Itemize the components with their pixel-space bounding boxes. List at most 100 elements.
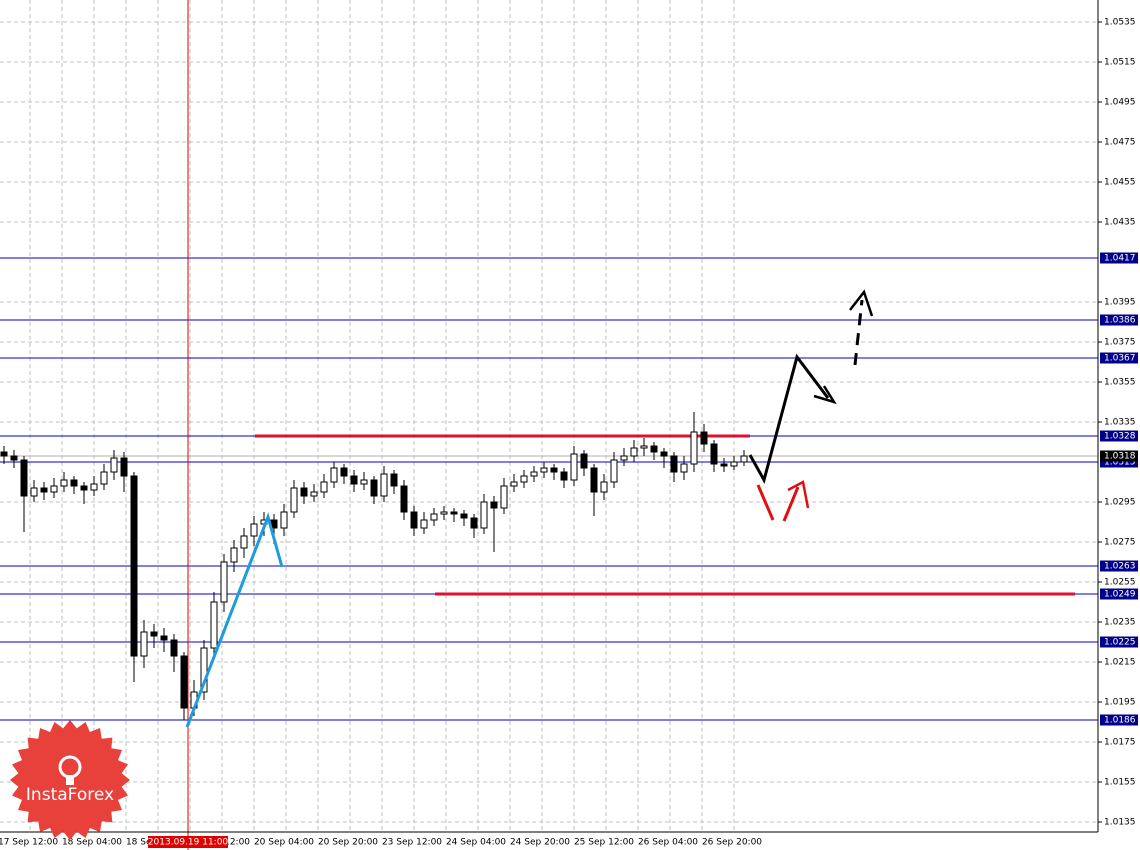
black-path	[748, 353, 830, 484]
candle-body	[210, 601, 218, 649]
level-label: 1.0386	[1104, 316, 1136, 326]
candle-body	[420, 519, 428, 529]
candle-body	[130, 475, 138, 657]
candle-body	[350, 475, 358, 485]
candle-body	[340, 467, 348, 477]
current-price-label: 1.0318	[1104, 452, 1136, 462]
x-tick-label: 20 Sep 20:00	[318, 838, 378, 848]
candle-body	[200, 647, 208, 693]
x-tick-label: 18 Sep 04:00	[62, 838, 122, 848]
level-label: 1.0315	[1104, 458, 1136, 468]
level-label-box	[1100, 352, 1138, 364]
y-tick-label: 1.0235	[1104, 618, 1136, 628]
level-label-box	[1100, 456, 1138, 468]
candle-body	[300, 487, 308, 497]
candle-body	[650, 445, 658, 453]
y-tick-label: 1.0375	[1104, 338, 1136, 348]
candle-body	[550, 467, 558, 473]
x-tick-label: 26 Sep 20:00	[702, 838, 762, 848]
candle-body	[70, 479, 78, 487]
x-tick-label: 20 Sep 04:00	[254, 838, 314, 848]
candle-body	[0, 451, 8, 457]
candle-body	[680, 463, 688, 473]
candle-body	[560, 471, 568, 481]
candle-body	[250, 523, 258, 537]
level-label-box	[1100, 588, 1138, 600]
candle-body	[600, 481, 608, 493]
cursor-time-label: 2013.09.19 11:00	[148, 836, 229, 848]
candle-body	[150, 631, 158, 637]
candle-body	[290, 487, 298, 513]
candle-body	[610, 459, 618, 483]
watermark-text: InstaForex	[26, 785, 114, 805]
level-label-box	[1100, 636, 1138, 648]
candle-body	[390, 473, 398, 487]
level-label: 1.0328	[1104, 432, 1136, 442]
candles	[0, 412, 748, 720]
y-tick-label: 1.0475	[1104, 138, 1136, 148]
blue-trend	[185, 512, 284, 728]
level-label: 1.0186	[1104, 716, 1136, 726]
red-down	[756, 484, 775, 521]
y-tick-label: 1.0215	[1104, 658, 1136, 668]
level-label: 1.0249	[1104, 590, 1136, 600]
level-label: 1.0367	[1104, 354, 1136, 364]
candle-body	[450, 511, 458, 515]
candle-body	[40, 487, 48, 493]
candle-body	[140, 631, 148, 657]
black-dashed	[853, 299, 864, 366]
candle-body	[410, 511, 418, 529]
y-tick-label: 1.0395	[1104, 298, 1136, 308]
candle-body	[10, 455, 18, 461]
candle-body	[510, 481, 518, 487]
y-tick-label: 1.0135	[1104, 818, 1136, 828]
level-label-box	[1100, 560, 1138, 572]
candle-body	[160, 635, 168, 641]
black-arrowhead-2	[849, 289, 874, 317]
candle-body	[170, 639, 178, 657]
y-tick-label: 1.0435	[1104, 218, 1136, 228]
candle-body	[460, 513, 468, 519]
x-tick-label: 23 Sep 12:00	[382, 838, 442, 848]
cursor-label-box	[148, 836, 228, 848]
candle-body	[580, 453, 588, 469]
candle-body	[50, 485, 58, 493]
level-label-box	[1100, 252, 1138, 264]
y-tick-label: 1.0535	[1104, 18, 1136, 28]
candle-body	[360, 479, 368, 485]
watermark: InstaForex	[10, 720, 130, 840]
candle-body	[90, 483, 98, 491]
candle-body	[490, 501, 498, 509]
candle-body	[100, 471, 108, 485]
candle-body	[720, 463, 728, 467]
candle-body	[430, 513, 438, 521]
candle-body	[530, 471, 538, 477]
candle-body	[310, 491, 318, 497]
y-tick-label: 1.0175	[1104, 738, 1136, 748]
level-label-box	[1100, 430, 1138, 442]
candle-body	[500, 485, 508, 509]
candle-body	[670, 455, 678, 473]
candle-body	[470, 517, 478, 529]
y-tick-label: 1.0455	[1104, 178, 1136, 188]
candle-body	[710, 443, 718, 465]
level-label: 1.0417	[1104, 254, 1136, 264]
candle-body	[180, 655, 188, 709]
level-label: 1.0263	[1104, 562, 1136, 572]
candle-body	[400, 485, 408, 513]
candle-body	[80, 485, 88, 491]
candle-body	[700, 431, 708, 445]
y-tick-label: 1.0335	[1104, 418, 1136, 428]
cursor-label: 2013.09.19 11:00	[148, 838, 229, 848]
candle-body	[220, 561, 228, 603]
candle-body	[240, 535, 248, 549]
candle-body	[620, 455, 628, 461]
x-tick-label: 24 Sep 04:00	[446, 838, 506, 848]
levels	[0, 257, 1098, 721]
y-tick-label: 1.0355	[1104, 378, 1136, 388]
candle-body	[730, 461, 738, 467]
y-tick-label: 1.0295	[1104, 498, 1136, 508]
x-tick-label: 17 Sep 12:00	[0, 838, 58, 848]
candle-body	[590, 467, 598, 493]
x-tick-label: 24 Sep 20:00	[510, 838, 570, 848]
